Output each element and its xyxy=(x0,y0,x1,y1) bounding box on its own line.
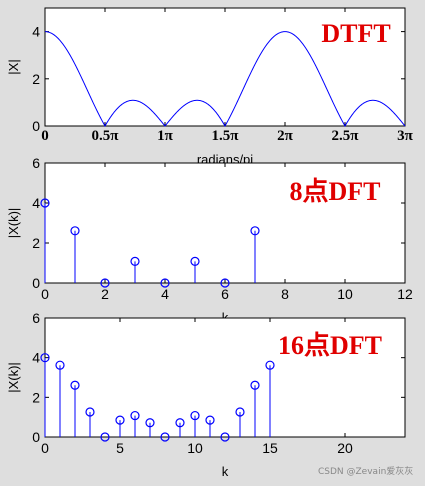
x-tick-label: 2 xyxy=(101,286,109,302)
x-tick-label: 0 xyxy=(41,128,49,144)
stem-marker xyxy=(220,278,230,288)
stem-marker xyxy=(100,278,110,288)
stem-marker xyxy=(205,415,215,425)
stem-marker xyxy=(70,380,80,390)
stem-marker xyxy=(190,256,200,266)
x-axis-label: k xyxy=(222,464,229,479)
y-tick-label: 0 xyxy=(32,118,40,134)
stem-marker xyxy=(40,198,50,208)
stem-marker xyxy=(175,418,185,428)
stem-marker xyxy=(115,415,125,425)
axes-box xyxy=(44,162,406,284)
stem-marker xyxy=(160,278,170,288)
stem-marker xyxy=(40,353,50,363)
stem-marker xyxy=(85,407,95,417)
chart-title: 8点DFT xyxy=(289,176,380,206)
stem-marker xyxy=(190,410,200,421)
y-tick-label: 0 xyxy=(32,429,40,445)
chart-title: DTFT xyxy=(321,19,390,48)
watermark-text: CSDN @Zevain爱灰灰 xyxy=(318,465,413,477)
y-tick-label: 4 xyxy=(32,195,40,211)
y-tick-label: 6 xyxy=(32,155,40,171)
y-tick-label: 0 xyxy=(32,275,40,291)
x-tick-label: 10 xyxy=(337,286,353,302)
x-tick-label: 2π xyxy=(277,128,294,144)
y-tick-label: 2 xyxy=(32,235,40,251)
x-tick-label: 2.5π xyxy=(332,128,360,144)
y-tick-label: 4 xyxy=(32,24,40,40)
dft16-panel: 0 2 4 6 0 5 10 15 20 |X(k)| k 16点DFT xyxy=(6,310,406,479)
stem-marker xyxy=(265,360,275,370)
stem-marker xyxy=(220,432,230,442)
axes-box xyxy=(44,317,406,438)
y-axis-label: |X| xyxy=(6,59,21,74)
y-tick-label: 2 xyxy=(32,389,40,405)
stem-marker xyxy=(70,226,80,236)
stem-marker xyxy=(160,432,170,442)
stem-marker xyxy=(145,418,155,428)
x-tick-label: 20 xyxy=(337,440,353,456)
stem-marker xyxy=(130,410,140,421)
x-tick-label: 15 xyxy=(262,440,278,456)
x-tick-label: 4 xyxy=(161,286,169,302)
chart-title: 16点DFT xyxy=(278,330,382,360)
stem-marker xyxy=(55,360,65,370)
x-tick-label: 10 xyxy=(187,440,203,456)
y-axis-label: |X(k)| xyxy=(6,362,21,393)
y-tick-label: 4 xyxy=(32,350,40,366)
stem-marker xyxy=(130,256,140,266)
x-tick-label: 1π xyxy=(157,128,174,144)
x-tick-label: 0 xyxy=(41,286,49,302)
x-tick-label: 1.5π xyxy=(212,128,240,144)
stem-marker xyxy=(235,407,245,417)
dtft-magnitude-line xyxy=(44,31,406,128)
y-tick-label: 2 xyxy=(32,71,40,87)
x-tick-label: 12 xyxy=(397,286,413,302)
x-tick-label: 3π xyxy=(397,128,414,144)
y-axis-label: |X(k)| xyxy=(6,208,21,239)
x-tick-label: 8 xyxy=(281,286,289,302)
x-tick-label: 0 xyxy=(41,440,49,456)
y-tick-label: 6 xyxy=(32,310,40,326)
stem-marker xyxy=(100,432,110,442)
x-tick-label: 0.5π xyxy=(92,128,120,144)
stem-marker xyxy=(250,226,260,236)
x-tick-label: 5 xyxy=(116,440,124,456)
x-tick-label: 6 xyxy=(221,286,229,302)
stem-marker xyxy=(250,380,260,390)
axes-box xyxy=(44,7,406,127)
